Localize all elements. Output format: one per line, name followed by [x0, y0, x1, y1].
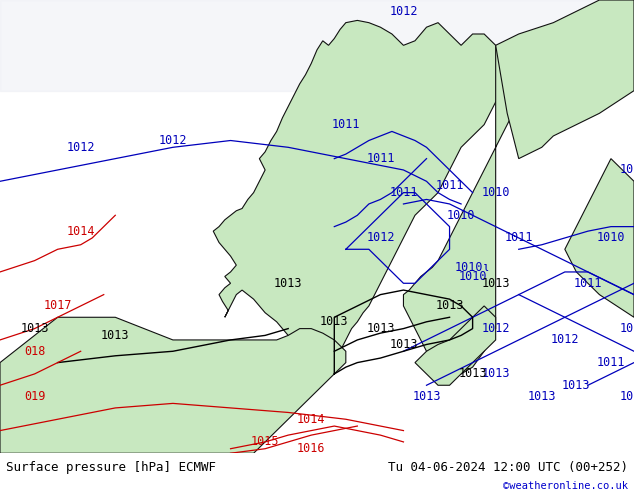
Text: 1011: 1011 [597, 356, 625, 369]
Polygon shape [0, 318, 346, 453]
Text: 1013: 1013 [562, 379, 591, 392]
Text: Tu 04-06-2024 12:00 UTC (00+252): Tu 04-06-2024 12:00 UTC (00+252) [387, 462, 628, 474]
Text: 1015: 1015 [251, 436, 280, 448]
Text: 1012: 1012 [620, 390, 634, 403]
Polygon shape [213, 21, 507, 385]
Text: 1012: 1012 [67, 141, 95, 154]
Polygon shape [415, 306, 496, 385]
Text: 019: 019 [24, 390, 45, 403]
Text: 1010ι: 1010ι [455, 261, 491, 274]
Text: 1011: 1011 [574, 277, 602, 290]
Text: 018: 018 [24, 345, 45, 358]
Text: 1010: 1010 [458, 270, 487, 283]
Text: 1013: 1013 [20, 322, 49, 335]
Text: 1011: 1011 [332, 118, 360, 131]
Text: 1012: 1012 [620, 322, 634, 335]
Text: 1017: 1017 [43, 299, 72, 313]
Polygon shape [403, 45, 530, 374]
Text: Surface pressure [hPa] ECMWF: Surface pressure [hPa] ECMWF [6, 462, 216, 474]
Text: 1013: 1013 [527, 390, 556, 403]
Text: 1013: 1013 [101, 329, 129, 342]
Text: 1016: 1016 [297, 442, 325, 455]
Text: 1013: 1013 [320, 315, 349, 328]
Text: 1012: 1012 [389, 5, 418, 18]
Text: 1013: 1013 [412, 390, 441, 403]
Text: 1012: 1012 [158, 134, 187, 147]
Text: 1010: 1010 [597, 231, 625, 245]
Text: 1013: 1013 [481, 277, 510, 290]
Text: 1011: 1011 [366, 152, 394, 165]
Text: 1013: 1013 [366, 322, 394, 335]
Text: 1012: 1012 [481, 322, 510, 335]
Text: 1012: 1012 [366, 231, 394, 245]
Text: 1013: 1013 [436, 299, 464, 313]
Text: 1010: 1010 [481, 186, 510, 199]
Text: 1013: 1013 [274, 277, 302, 290]
Text: 1011: 1011 [505, 231, 533, 245]
Polygon shape [496, 0, 634, 159]
Text: 1013: 1013 [458, 368, 487, 380]
Text: 1014: 1014 [67, 224, 95, 238]
Text: 1010: 1010 [447, 209, 476, 222]
Text: 1011: 1011 [436, 179, 464, 193]
Text: 1013: 1013 [481, 368, 510, 380]
Text: 1012: 1012 [550, 333, 579, 346]
Text: 1014: 1014 [297, 413, 325, 426]
Text: 1010: 1010 [620, 164, 634, 176]
Polygon shape [565, 159, 634, 318]
Text: 1011: 1011 [389, 186, 418, 199]
Text: 1013: 1013 [389, 338, 418, 351]
Text: ©weatheronline.co.uk: ©weatheronline.co.uk [503, 481, 628, 490]
